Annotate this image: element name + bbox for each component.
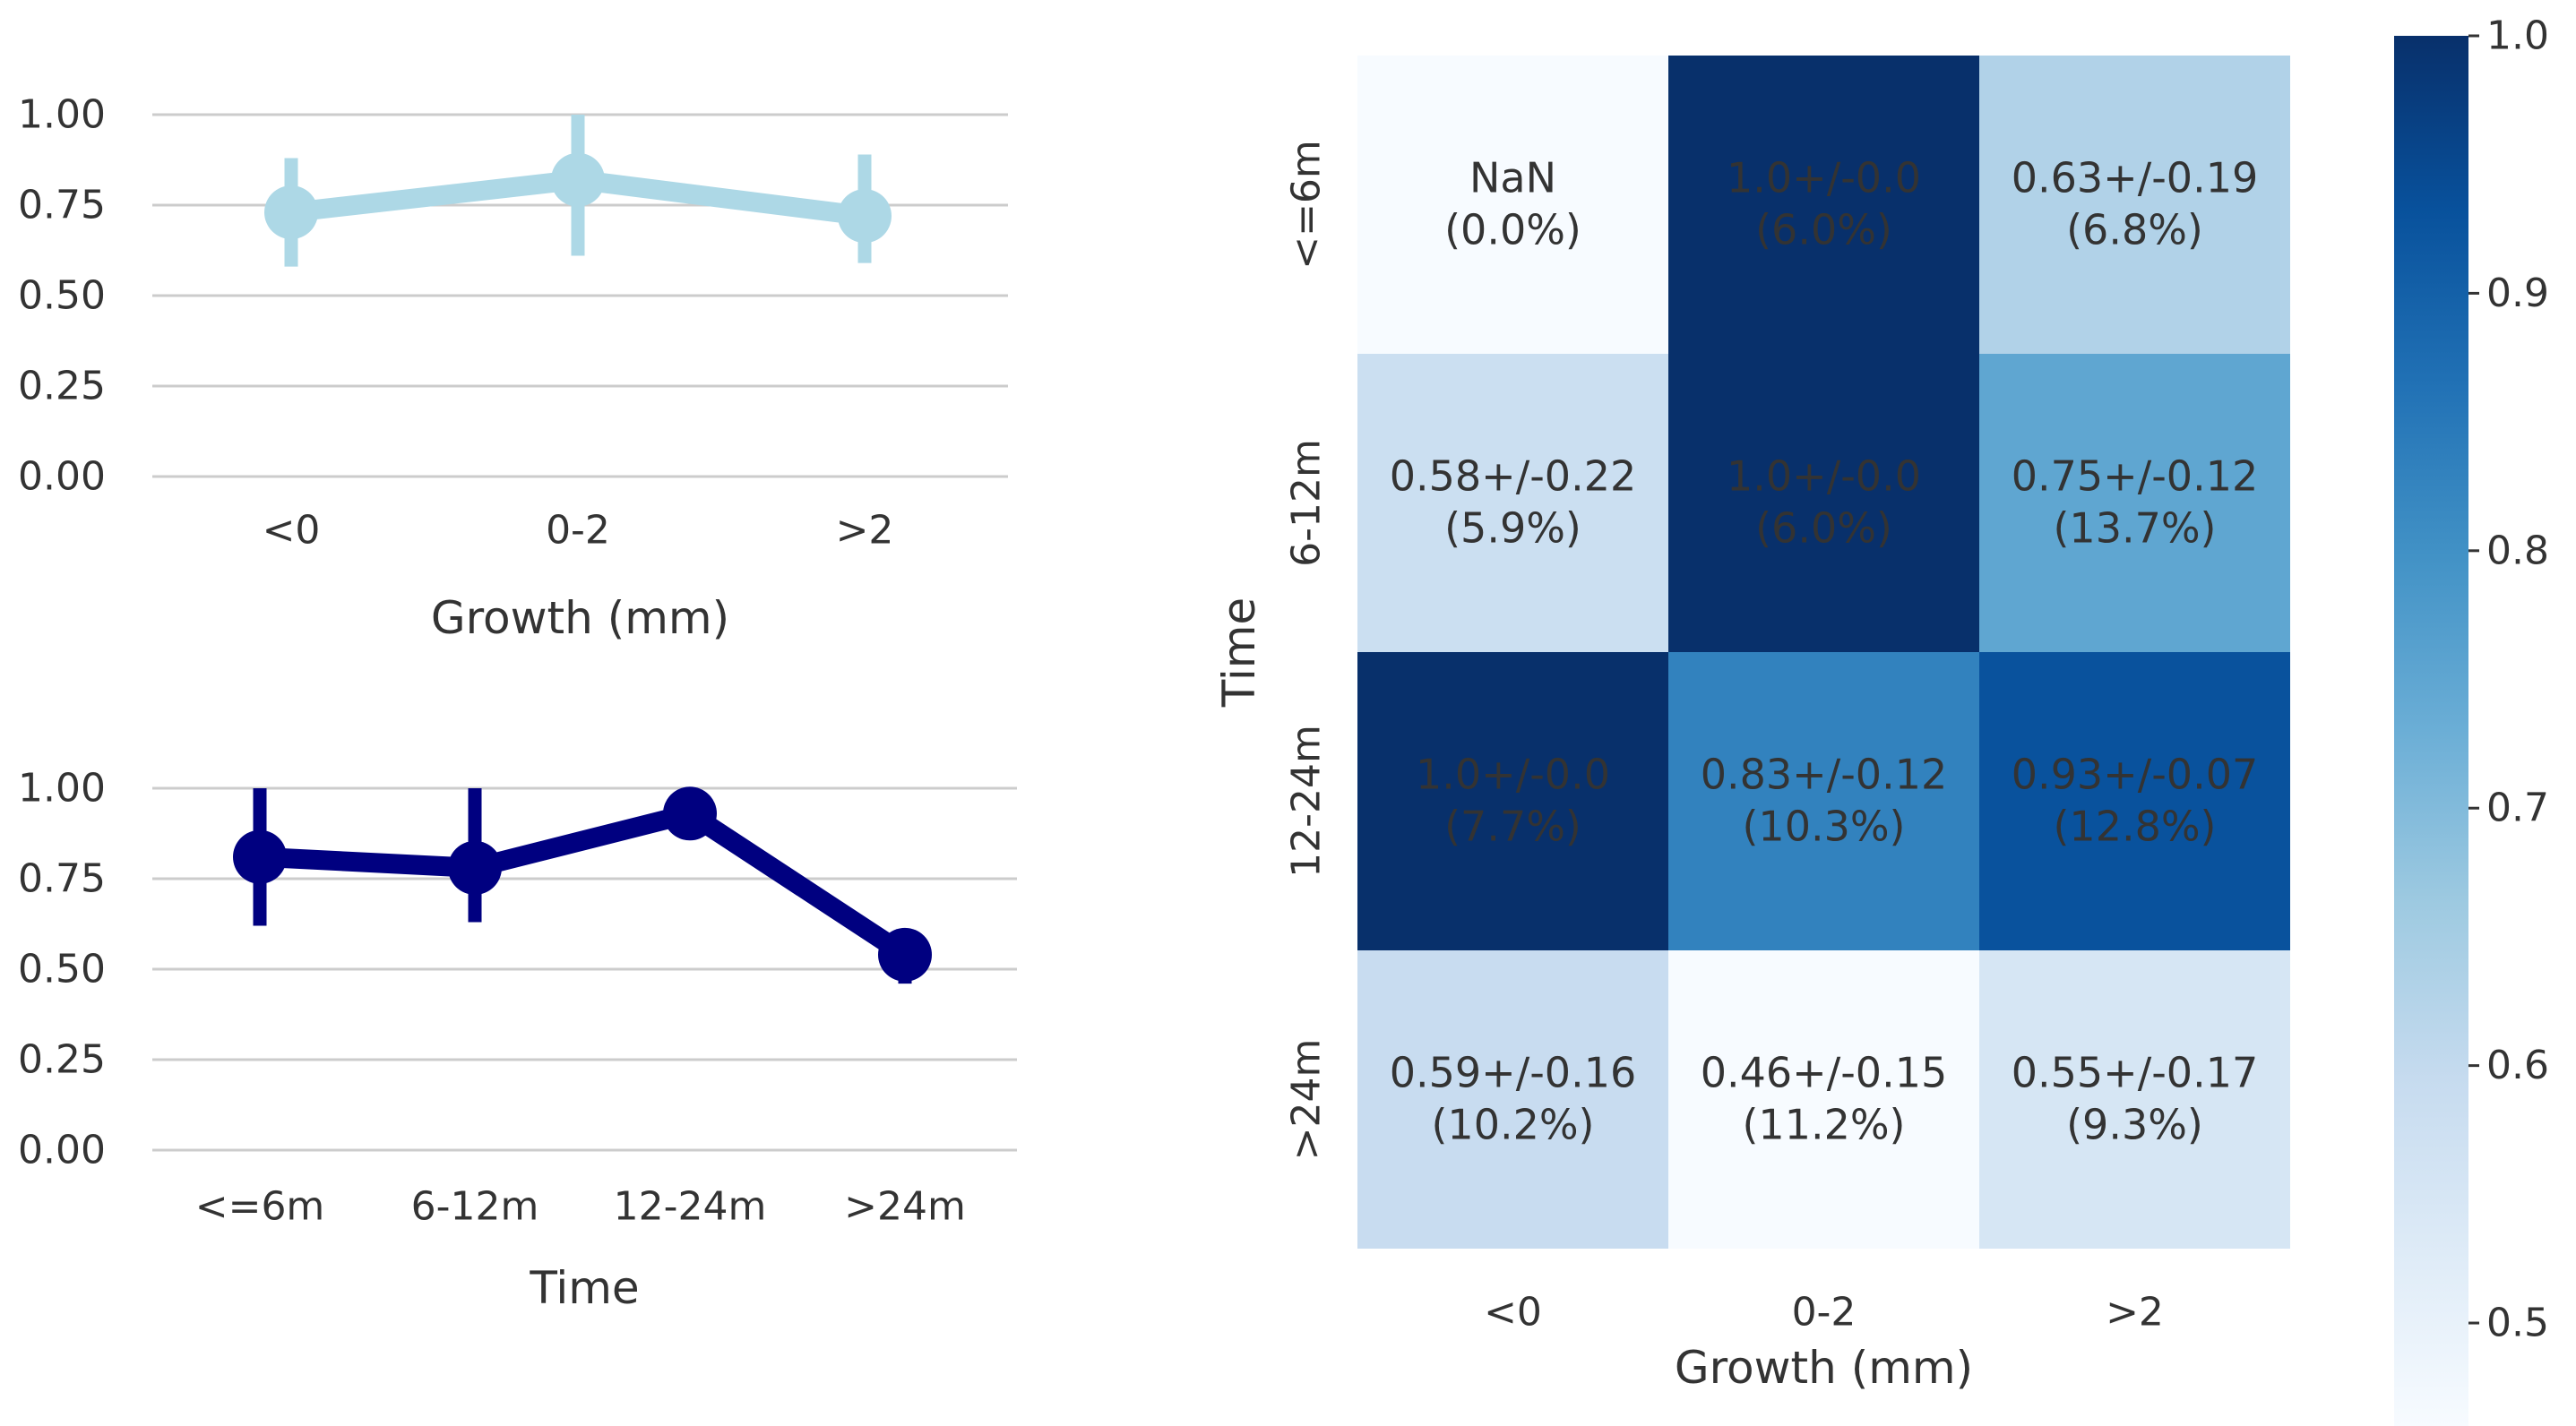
data-point — [551, 152, 605, 207]
heatmap-cell-label: 0.83+/-0.12 — [1701, 751, 1947, 799]
heatmap-cell-label: 0.75+/-0.12 — [2012, 452, 2258, 501]
y-tick-label: 0.50 — [18, 947, 106, 992]
colorbar-tick-label: 0.6 — [2486, 1043, 2549, 1088]
heatmap-y-tick-label: 12-24m — [1284, 725, 1330, 878]
y-tick-label: 1.00 — [18, 766, 106, 812]
data-point — [878, 927, 932, 982]
heatmap-cell-label: 0.46+/-0.15 — [1701, 1049, 1947, 1097]
heatmap-cell-label: (10.3%) — [1742, 803, 1905, 851]
heatmap-cell-label: (6.0%) — [1755, 206, 1892, 254]
heatmap-cell-label: (5.9%) — [1444, 504, 1581, 553]
heatmap-x-axis-label: Growth (mm) — [1675, 1342, 1973, 1394]
x-tick-label: <=6m — [195, 1184, 325, 1230]
colorbar-tick-label: 0.5 — [2486, 1301, 2549, 1346]
x-tick-label: <0 — [263, 508, 321, 554]
y-tick-label: 0.75 — [18, 856, 106, 902]
y-tick-label: 0.00 — [18, 454, 106, 500]
x-tick-label: >24m — [844, 1184, 966, 1230]
data-point — [663, 786, 717, 841]
heatmap-y-tick-label: <=6m — [1284, 140, 1330, 270]
heatmap-cell-label: (9.3%) — [2066, 1101, 2203, 1149]
heatmap-y-axis-label: Time — [1213, 597, 1265, 708]
x-axis-label: Growth (mm) — [431, 592, 729, 644]
colorbar-tick-label: 1.0 — [2486, 13, 2549, 59]
heatmap-cell-label: 0.58+/-0.22 — [1390, 452, 1636, 501]
heatmap-cell-label: 0.63+/-0.19 — [2012, 154, 2258, 202]
heatmap-y-tick-label: 6-12m — [1284, 439, 1330, 567]
heatmap-cell-label: (13.7%) — [2053, 504, 2216, 553]
data-point — [838, 189, 892, 244]
heatmap-cell-label: (6.0%) — [1755, 504, 1892, 553]
heatmap-cell-label: 1.0+/-0.0 — [1416, 751, 1610, 799]
heatmap-cell-label: (12.8%) — [2053, 803, 2216, 851]
colorbar-tick-label: 0.9 — [2486, 271, 2549, 316]
heatmap-cell — [1668, 950, 1979, 1249]
y-tick-label: 1.00 — [18, 92, 106, 138]
heatmap-cell-label: 0.93+/-0.07 — [2012, 751, 2258, 799]
heatmap-cell — [1357, 354, 1668, 652]
series-line-time — [259, 803, 911, 964]
colorbar-tick-label: 0.7 — [2486, 786, 2549, 831]
x-tick-label: 0-2 — [546, 508, 610, 554]
heatmap-cell-label: 1.0+/-0.0 — [1727, 452, 1921, 501]
heatmap-cell-label: 0.59+/-0.16 — [1390, 1049, 1636, 1097]
y-tick-label: 0.00 — [18, 1128, 106, 1173]
y-tick-label: 0.25 — [18, 364, 106, 409]
x-tick-label: 6-12m — [411, 1184, 539, 1230]
heatmap-cell-label: (11.2%) — [1742, 1101, 1905, 1149]
data-point — [233, 829, 287, 884]
heatmap-x-tick-label: <0 — [1484, 1290, 1542, 1336]
heatmap-cell-label: NaN — [1469, 154, 1556, 202]
heatmap-cell — [1357, 950, 1668, 1249]
heatmap-cell — [1357, 652, 1668, 950]
heatmap-cell — [1979, 56, 2290, 354]
heatmap-cell — [1979, 354, 2290, 652]
heatmap-y-tick-label: >24m — [1284, 1039, 1330, 1161]
heatmap-cell — [1979, 652, 2290, 950]
heatmap-cell-label: (0.0%) — [1444, 206, 1581, 254]
heatmap-cell — [1357, 56, 1668, 354]
heatmap-cell — [1979, 950, 2290, 1249]
data-point — [448, 840, 502, 895]
x-axis-label: Time — [529, 1262, 639, 1314]
colorbar-tick-label: 0.8 — [2486, 528, 2549, 573]
heatmap-cell — [1668, 652, 1979, 950]
x-tick-label: >2 — [836, 508, 894, 554]
data-point — [264, 185, 318, 240]
heatmap-cell — [1668, 56, 1979, 354]
heatmap-cell-label: (10.2%) — [1431, 1101, 1594, 1149]
x-tick-label: 12-24m — [614, 1184, 767, 1230]
y-tick-label: 0.50 — [18, 273, 106, 319]
y-tick-label: 0.25 — [18, 1037, 106, 1083]
heatmap-cell-label: 1.0+/-0.0 — [1727, 154, 1921, 202]
heatmap-cell-label: (6.8%) — [2066, 206, 2203, 254]
heatmap-x-tick-label: >2 — [2106, 1290, 2164, 1336]
colorbar — [2394, 36, 2468, 1426]
heatmap-cell-label: 0.55+/-0.17 — [2012, 1049, 2258, 1097]
heatmap-x-tick-label: 0-2 — [1792, 1290, 1857, 1336]
heatmap-cell-label: (7.7%) — [1444, 803, 1581, 851]
heatmap-cell — [1668, 354, 1979, 652]
y-tick-label: 0.75 — [18, 183, 106, 228]
